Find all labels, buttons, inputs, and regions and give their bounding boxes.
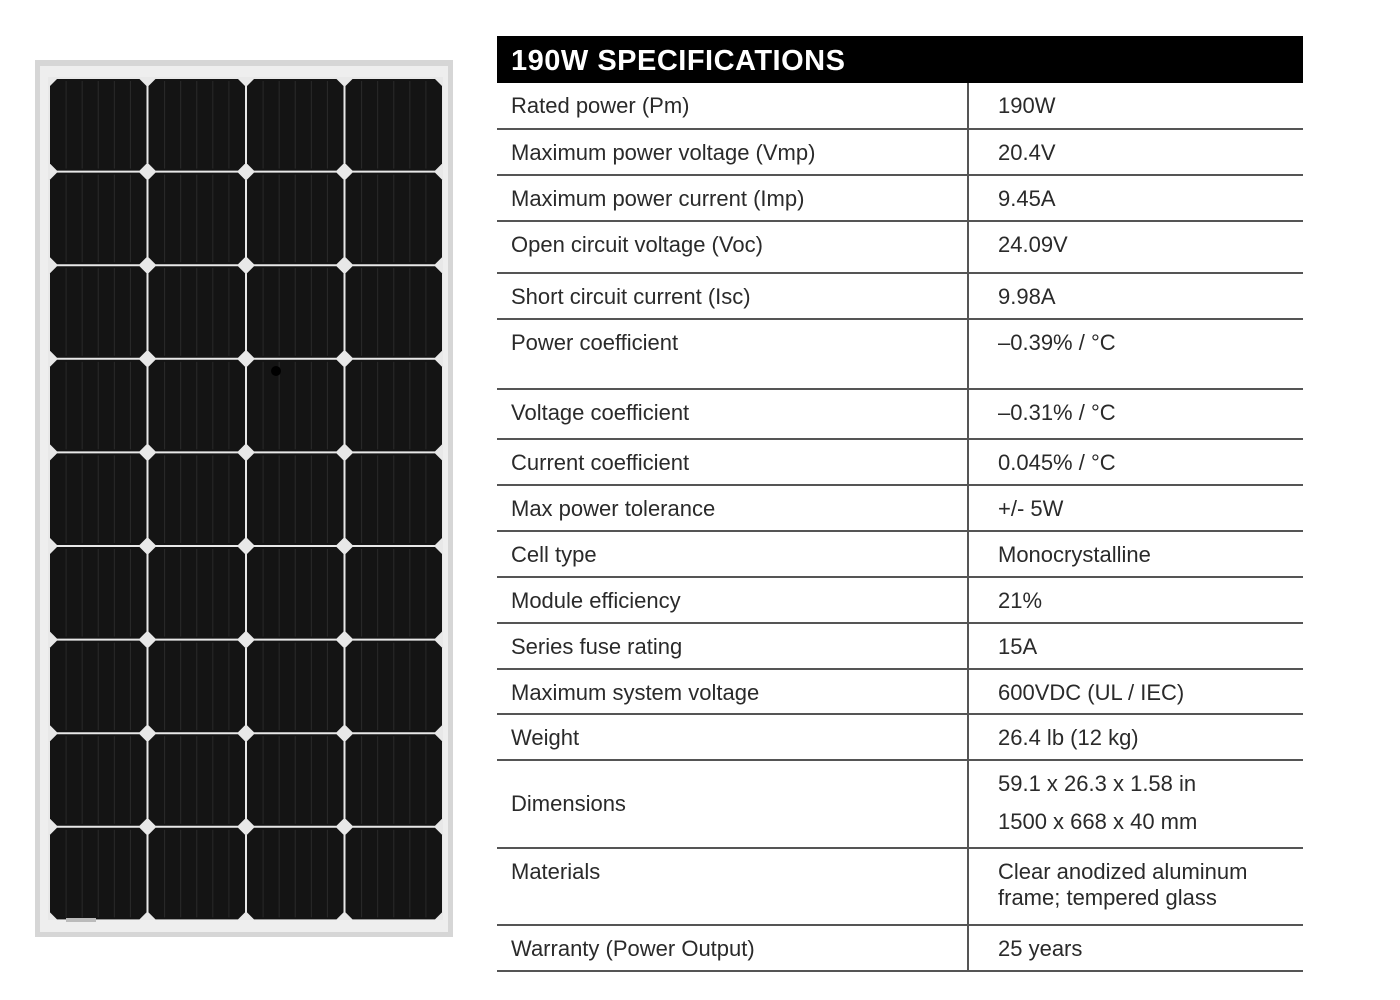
spec-label: Weight [497, 714, 969, 761]
spec-value: –0.31% / °C [968, 389, 1303, 440]
spec-row: Maximum power voltage (Vmp) 20.4V [497, 129, 1303, 176]
spec-value: 9.45A [968, 175, 1303, 222]
spec-row: Series fuse rating 15A [497, 623, 1303, 670]
spec-value: 25 years [968, 925, 1303, 972]
spec-value: 15A [968, 623, 1303, 670]
spec-row: Max power tolerance +/- 5W [497, 485, 1303, 532]
spec-value-line: 59.1 x 26.3 x 1.58 in [998, 771, 1197, 796]
spec-row: Maximum system voltage 600VDC (UL / IEC) [497, 669, 1303, 715]
spec-table: 190W SPECIFICATIONS Rated power (Pm) 190W… [497, 36, 1303, 972]
spec-row: Current coefficient 0.045% / °C [497, 439, 1303, 486]
spec-label: Series fuse rating [497, 623, 969, 670]
spec-row: Maximum power current (Imp) 9.45A [497, 175, 1303, 222]
spec-label: Materials [497, 848, 969, 926]
solar-panel-image [35, 60, 453, 937]
spec-row: Warranty (Power Output) 25 years [497, 925, 1303, 972]
spec-value: 0.045% / °C [968, 439, 1303, 486]
spec-label: Maximum power current (Imp) [497, 175, 969, 222]
spec-label: Warranty (Power Output) [497, 925, 969, 972]
spec-row: Cell type Monocrystalline [497, 531, 1303, 578]
spec-value: 26.4 lb (12 kg) [968, 714, 1303, 761]
spec-value: 21% [968, 577, 1303, 624]
spec-label: Rated power (Pm) [497, 83, 969, 130]
spec-value-line: 1500 x 668 x 40 mm [998, 809, 1198, 834]
spec-row: Weight 26.4 lb (12 kg) [497, 714, 1303, 761]
spec-row: Voltage coefficient –0.31% / °C [497, 389, 1303, 440]
spec-label: Open circuit voltage (Voc) [497, 221, 969, 274]
spec-value: Clear anodized aluminum frame; tempered … [968, 848, 1303, 926]
spec-label: Power coefficient [497, 319, 969, 390]
spec-row: Open circuit voltage (Voc) 24.09V [497, 221, 1303, 274]
spec-row: Short circuit current (Isc) 9.98A [497, 273, 1303, 320]
spec-label: Max power tolerance [497, 485, 969, 532]
spec-value: –0.39% / °C [968, 319, 1303, 390]
spec-value: 190W [968, 83, 1303, 130]
spec-value: 600VDC (UL / IEC) [968, 669, 1303, 715]
spec-label: Short circuit current (Isc) [497, 273, 969, 320]
spec-value: 24.09V [968, 221, 1303, 274]
spec-row: Module efficiency 21% [497, 577, 1303, 624]
panel-dot [271, 366, 281, 376]
spec-label: Maximum system voltage [497, 669, 969, 715]
spec-label: Cell type [497, 531, 969, 578]
spec-label: Dimensions [497, 760, 969, 849]
panel-cells [50, 79, 442, 920]
spec-row: Rated power (Pm) 190W [497, 83, 1303, 130]
spec-value: +/- 5W [968, 485, 1303, 532]
spec-row: Power coefficient –0.39% / °C [497, 319, 1303, 390]
spec-title: 190W SPECIFICATIONS [497, 36, 1303, 83]
spec-label: Maximum power voltage (Vmp) [497, 129, 969, 176]
spec-row: Dimensions 59.1 x 26.3 x 1.58 in 1500 x 66… [497, 760, 1303, 849]
spec-body: Rated power (Pm) 190W Maximum power voltag… [497, 83, 1303, 972]
spec-value: 59.1 x 26.3 x 1.58 in 1500 x 668 x 40 mm [968, 760, 1303, 849]
spec-label: Current coefficient [497, 439, 969, 486]
spec-value: 20.4V [968, 129, 1303, 176]
spec-label: Module efficiency [497, 577, 969, 624]
spec-value: Monocrystalline [968, 531, 1303, 578]
spec-value: 9.98A [968, 273, 1303, 320]
spec-label: Voltage coefficient [497, 389, 969, 440]
panel-label [66, 918, 96, 922]
spec-row: Materials Clear anodized aluminum frame; … [497, 848, 1303, 926]
